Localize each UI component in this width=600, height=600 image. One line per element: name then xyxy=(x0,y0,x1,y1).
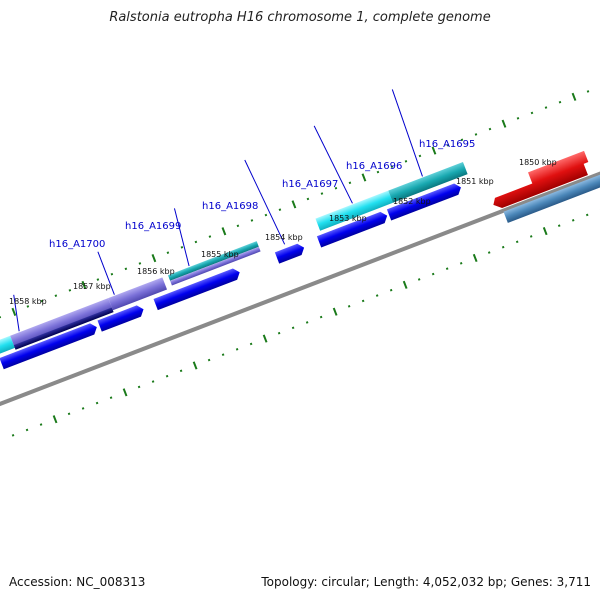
tick-label: 1851 kbp xyxy=(456,177,494,186)
gene-label[interactable]: h16_A1696 xyxy=(346,161,402,172)
accession-text: Accession: NC_008313 xyxy=(9,575,146,589)
gene-feature-h16-a1699[interactable] xyxy=(108,277,168,311)
gene-feature-steel[interactable] xyxy=(503,172,600,223)
gene-feature-h16-a1700-navy xyxy=(13,307,114,350)
tick-label: 1855 kbp xyxy=(201,250,239,259)
gene-label[interactable]: h16_A1695 xyxy=(419,139,475,150)
gene-feature-h16-a1698-purple xyxy=(170,246,261,286)
cds-arrow[interactable] xyxy=(0,359,1,383)
cds-reverse-arrow[interactable] xyxy=(487,150,593,211)
cds-arrow[interactable] xyxy=(153,267,242,311)
tick-label: 1854 kbp xyxy=(265,233,303,242)
outer-tick-ring xyxy=(0,90,590,319)
inner-tick-ring xyxy=(11,208,600,437)
tick-label: 1857 kbp xyxy=(73,282,111,291)
gene-label[interactable]: h16_A1700 xyxy=(49,239,105,250)
cds-arrow[interactable] xyxy=(274,242,306,264)
gene-label[interactable]: h16_A1697 xyxy=(282,179,338,190)
tick-label: 1858 kbp xyxy=(9,297,47,306)
cds-arrow[interactable] xyxy=(386,182,463,221)
map-title: Ralstonia eutropha H16 chromosome 1, com… xyxy=(109,10,491,25)
tick-label: 1856 kbp xyxy=(137,267,175,276)
gene-feature-track xyxy=(0,161,468,366)
backbone-line xyxy=(0,161,600,438)
gene-label[interactable]: h16_A1698 xyxy=(202,201,258,212)
tick-label: 1852 kbp xyxy=(393,197,431,206)
tick-label: 1850 kbp xyxy=(519,158,557,167)
gene-label[interactable]: h16_A1699 xyxy=(125,221,181,232)
cds-arrow[interactable] xyxy=(316,210,389,248)
genome-summary-text: Topology: circular; Length: 4,052,032 bp… xyxy=(261,575,591,589)
gene-feature-h16-a1695[interactable] xyxy=(388,161,468,203)
gene-label-leaders xyxy=(13,89,423,332)
cds-arrow[interactable] xyxy=(0,322,99,370)
cds-forward-track xyxy=(0,182,463,383)
gene-feature-h16-a1696[interactable] xyxy=(315,190,393,231)
gene-feature-h16-a1698[interactable] xyxy=(167,241,259,281)
gene-feature-cyan-left xyxy=(0,335,15,366)
tick-label: 1853 kbp xyxy=(329,214,367,223)
gene-feature-h16-a1700[interactable] xyxy=(10,298,113,348)
cds-arrow[interactable] xyxy=(97,304,145,332)
